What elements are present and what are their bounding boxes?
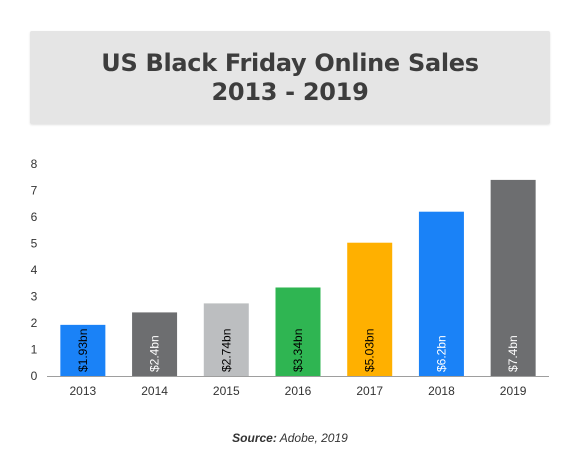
source-note: Source: Adobe, 2019 <box>0 431 580 445</box>
source-label: Source: <box>232 431 277 445</box>
bar <box>132 312 178 376</box>
y-tick-label: 2 <box>31 316 38 330</box>
source-text: Adobe, 2019 <box>279 431 348 445</box>
data-label: $5.03bn <box>363 329 377 372</box>
x-tick-label: 2016 <box>285 384 312 398</box>
y-tick-label: 7 <box>31 184 38 198</box>
x-tick-label: 2015 <box>213 384 240 398</box>
bar <box>418 211 464 376</box>
x-tick-label: 2014 <box>141 384 168 398</box>
x-tick-label: 2017 <box>356 384 383 398</box>
chart-subtitle: 2013 - 2019 <box>211 77 369 106</box>
data-label: $2.4bn <box>148 335 162 372</box>
x-tick-label: 2018 <box>428 384 455 398</box>
bar <box>203 303 249 376</box>
bar <box>490 179 536 376</box>
data-label: $7.4bn <box>506 335 520 372</box>
bar <box>60 324 106 376</box>
y-tick-label: 1 <box>31 343 38 357</box>
y-tick-label: 4 <box>31 263 38 277</box>
data-label: $2.74bn <box>219 329 233 372</box>
data-label: $3.34bn <box>291 329 305 372</box>
x-tick-label: 2019 <box>500 384 527 398</box>
data-label: $1.93bn <box>76 329 90 372</box>
y-tick-label: 0 <box>31 369 38 383</box>
y-tick-label: 3 <box>31 290 38 304</box>
y-tick-label: 6 <box>31 210 38 224</box>
x-tick-label: 2013 <box>70 384 97 398</box>
bar <box>347 242 393 376</box>
chart-title: US Black Friday Online Sales <box>101 48 479 77</box>
bar <box>275 287 321 376</box>
data-label: $6.2bn <box>434 335 448 372</box>
y-tick-label: 8 <box>31 157 38 171</box>
chart-title-box: US Black Friday Online Sales 2013 - 2019 <box>30 31 550 124</box>
y-tick-label: 5 <box>31 237 38 251</box>
